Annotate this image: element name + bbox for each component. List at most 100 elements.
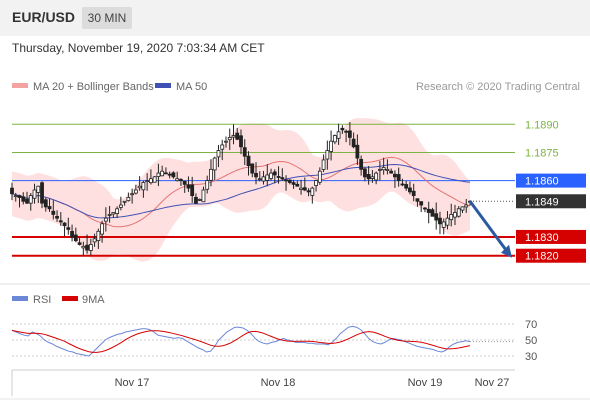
rsi-ma-legend-label: 9MA: [82, 294, 105, 306]
candle: [130, 188, 135, 204]
candle-body: [107, 214, 112, 216]
candle: [329, 130, 333, 161]
candle-body: [310, 187, 315, 196]
level-labels: 1.1890 1.1875 1.1860 1.1849 1.1830 1.1820: [516, 119, 586, 263]
candle-body: [122, 200, 127, 203]
candle-body: [66, 227, 71, 230]
candle: [167, 171, 172, 179]
candle-body: [73, 234, 78, 242]
candle: [88, 238, 93, 256]
candle-body: [276, 176, 281, 178]
candle: [284, 175, 288, 191]
candle: [164, 167, 168, 175]
candle: [393, 170, 397, 188]
candle: [389, 168, 394, 174]
candle-body: [111, 212, 116, 215]
candle-body: [201, 189, 206, 203]
candle-body: [344, 130, 349, 133]
timeframe-button[interactable]: 30 MIN: [82, 7, 132, 29]
candle: [340, 125, 345, 134]
candle-body: [145, 180, 150, 183]
forecast-arrow-head: [501, 244, 512, 258]
candle-body: [317, 170, 322, 183]
candle-body: [284, 179, 288, 182]
candle: [40, 181, 44, 209]
candle: [370, 169, 375, 183]
candle: [194, 193, 198, 205]
candle-body: [62, 222, 67, 227]
candle: [13, 192, 18, 202]
candle: [25, 191, 29, 205]
candles: [10, 121, 472, 256]
candle: [317, 167, 322, 185]
candle-body: [212, 157, 217, 171]
ma50-legend-label: MA 50: [176, 81, 207, 93]
candle: [381, 157, 386, 175]
candle: [111, 212, 116, 218]
candle-body: [81, 245, 86, 249]
candle: [426, 201, 431, 224]
candle: [81, 241, 86, 256]
candle: [306, 188, 311, 197]
candle: [423, 207, 427, 213]
candle: [310, 186, 315, 204]
rsi-line: [11, 325, 471, 357]
rsi-ma-line: [11, 329, 471, 353]
candle-body: [209, 168, 213, 181]
candle: [160, 165, 165, 177]
rsi-tick-30: 30: [525, 351, 537, 363]
candle: [385, 159, 390, 175]
candle: [415, 198, 420, 207]
candle-body: [239, 135, 243, 148]
candle-body: [355, 144, 360, 159]
candle: [246, 151, 251, 176]
candle: [362, 167, 367, 182]
level-label-1.1849: 1.1849: [525, 196, 559, 208]
candle-body: [441, 221, 446, 228]
candle: [118, 196, 123, 211]
candle: [438, 211, 442, 235]
candle-body: [96, 230, 101, 241]
candle: [242, 139, 247, 166]
candle-body: [231, 135, 236, 138]
level-label-1.1875: 1.1875: [525, 147, 559, 159]
ma50-line: [11, 163, 471, 219]
candle: [51, 200, 56, 220]
candle: [205, 175, 210, 194]
candle-body: [423, 207, 427, 210]
candle: [182, 180, 187, 193]
candle: [201, 186, 206, 203]
candle-body: [227, 137, 232, 141]
candle: [299, 179, 303, 195]
candle-body: [336, 131, 341, 139]
candle-body: [51, 210, 56, 215]
candle: [92, 233, 97, 247]
candle: [58, 212, 63, 226]
candle: [430, 207, 435, 217]
candle: [378, 160, 382, 181]
candle: [55, 210, 59, 222]
candle-body: [36, 185, 41, 193]
candle-body: [325, 150, 330, 160]
candle-body: [250, 163, 255, 174]
candle-body: [449, 214, 454, 221]
candle-body: [393, 173, 397, 178]
candle-body: [381, 167, 386, 171]
candle-body: [235, 132, 240, 140]
candle: [460, 206, 465, 213]
candle-body: [464, 204, 469, 208]
rsi-tick-70: 70: [525, 319, 537, 331]
candle: [321, 154, 326, 173]
candle-body: [389, 170, 394, 174]
candle: [171, 171, 176, 179]
candle-body: [85, 244, 89, 251]
candle-body: [340, 127, 345, 131]
candle-body: [453, 212, 457, 218]
candle-body: [194, 196, 198, 204]
candle-body: [141, 182, 146, 191]
candle-body: [149, 178, 153, 184]
candle: [186, 176, 191, 192]
candle-body: [205, 180, 210, 190]
candle: [43, 197, 48, 212]
